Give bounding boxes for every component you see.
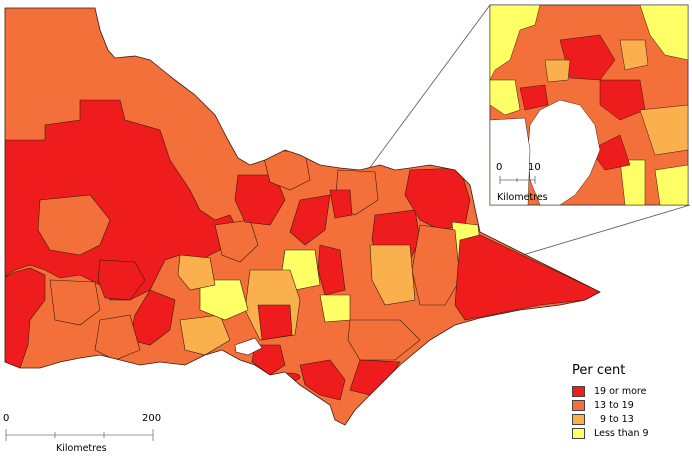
legend-title: Per cent [572,363,626,378]
legend-label: 9 to 13 [594,414,634,425]
legend-item: 9 to 13 [572,413,649,426]
inset-scale-unit: Kilometres [497,192,548,203]
state-outline [4,7,601,426]
legend-label: 13 to 19 [594,400,634,411]
main-scale-unit: Kilometres [56,443,107,453]
legend-label: Less than 9 [594,428,649,439]
main-scale-bar: 0 200 Kilometres [3,413,161,454]
legend-item: 13 to 19 [572,399,649,412]
melbourne-inset: 0 10 Kilometres [489,4,689,206]
main-scale-end: 200 [142,413,161,424]
legend-label: 19 or more [594,386,647,397]
legend-item: Less than 9 [572,427,649,440]
inset-scale-start: 0 [496,162,502,173]
legend: Per cent 19 or more 13 to 19 9 to 13 Les… [572,363,649,441]
legend-swatch [572,428,585,439]
legend-swatch [572,400,585,411]
legend-item: 19 or more [572,385,649,398]
legend-swatch [572,414,585,425]
legend-swatch [572,386,585,397]
main-scale-start: 0 [3,413,9,424]
inset-scale-end: 10 [528,162,541,173]
